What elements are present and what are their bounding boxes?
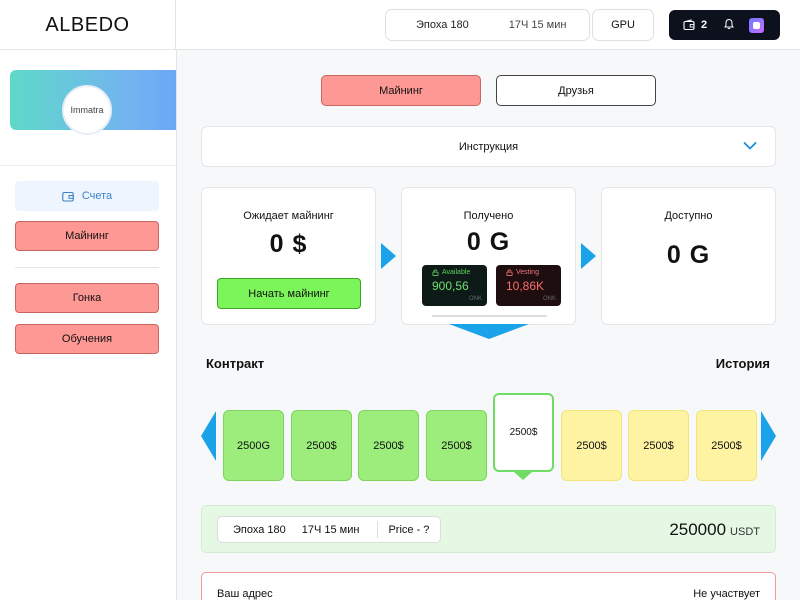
contract-card[interactable]: 2500$ — [291, 410, 352, 481]
sidebar-item-label: Майнинг — [65, 230, 109, 242]
card-value: 0 G — [466, 228, 511, 256]
sidebar-item-accounts[interactable]: Счета — [15, 181, 159, 211]
sidebar-divider — [0, 165, 176, 166]
card-title: Доступно — [664, 210, 713, 222]
arrow-right-icon — [381, 243, 396, 269]
pool-amount: 250000 USDT — [669, 520, 760, 540]
history-link[interactable]: История — [715, 356, 770, 371]
arrow-right-icon — [581, 243, 596, 269]
address-label: Ваш адрес — [217, 588, 273, 600]
vesting-balance: Vesting 10,86K ONK — [496, 265, 561, 306]
avatar-name: Immatra — [70, 105, 104, 115]
arrow-down-icon — [449, 324, 529, 339]
app-logo[interactable]: ALBEDO — [0, 0, 176, 50]
bell-icon — [724, 18, 735, 29]
card-title: Ожидает майнинг — [243, 210, 334, 222]
awaiting-mining-card: Ожидает майнинг 0 $ Начать майнинг — [201, 187, 376, 325]
card-value: 0 G — [666, 241, 711, 269]
epoch-label: Эпоха 180 — [233, 523, 286, 536]
selection-pointer — [514, 472, 532, 480]
contract-card[interactable]: 2500G — [223, 410, 284, 481]
sidebar-item-race[interactable]: Гонка — [15, 283, 159, 313]
account-toolbar: 2 — [669, 10, 780, 40]
contract-card[interactable]: 2500$ — [628, 410, 689, 481]
top-header: ALBEDO Эпоха 180 17Ч 15 мин GPU 2 — [0, 0, 800, 50]
carousel-prev-button[interactable] — [201, 411, 216, 461]
divider — [377, 521, 379, 538]
wallet-count: 2 — [701, 19, 708, 31]
participation-status: Не участвует — [693, 588, 760, 600]
start-mining-button[interactable]: Начать майнинг — [217, 278, 361, 309]
received-card: Получено 0 G Available 900,56 ONK — [401, 187, 576, 325]
app-icon[interactable] — [749, 17, 765, 33]
available-balance: Available 900,56 ONK — [422, 265, 487, 306]
sidebar-item-label: Гонка — [72, 292, 102, 304]
sidebar-item-mining[interactable]: Майнинг — [15, 221, 159, 251]
sidebar: Immatra Счета Майнинг Гонка Обучения — [0, 50, 176, 600]
vesting-unit: ONK — [542, 296, 556, 302]
gpu-button[interactable]: GPU — [592, 9, 654, 41]
vesting-label: Vesting — [516, 269, 539, 276]
available-value: 900,56 — [432, 279, 469, 293]
contract-card-selected[interactable]: 2500$ — [493, 393, 554, 472]
lock-icon — [506, 269, 513, 276]
epoch-label: Эпоха 180 — [416, 19, 469, 31]
sidebar-item-label: Обучения — [61, 333, 113, 345]
card-value: 0 $ — [269, 230, 308, 258]
epoch-panel: Эпоха 180 17Ч 15 мин Price - ? 250000 USD… — [201, 505, 776, 553]
sidebar-separator — [15, 267, 159, 268]
instruction-label: Инструкция — [458, 140, 519, 153]
epoch-time: 17Ч 15 мин — [508, 19, 567, 31]
avatar[interactable]: Immatra — [62, 85, 112, 135]
wallet-button[interactable]: 2 — [683, 19, 707, 31]
tab-mining[interactable]: Майнинг — [321, 75, 481, 106]
epoch-info: Эпоха 180 17Ч 15 мин Price - ? — [217, 516, 441, 543]
contract-card[interactable]: 2500$ — [426, 410, 487, 481]
contract-card[interactable]: 2500$ — [561, 410, 622, 481]
wallet-icon — [62, 191, 74, 202]
card-title: Получено — [463, 210, 514, 222]
epoch-indicator[interactable]: Эпоха 180 17Ч 15 мин — [385, 9, 590, 41]
main-content: Майнинг Друзья Инструкция Ожидает майнин… — [176, 50, 800, 600]
amount-currency: USDT — [730, 526, 760, 538]
instruction-accordion[interactable]: Инструкция — [201, 126, 776, 167]
carousel-next-button[interactable] — [761, 411, 776, 461]
available-label: Available — [442, 269, 471, 276]
card-scrollbar[interactable] — [432, 315, 547, 317]
wallet-icon — [683, 19, 695, 31]
tab-friends[interactable]: Друзья — [496, 75, 656, 106]
lock-icon — [432, 269, 439, 276]
contract-card[interactable]: 2500$ — [696, 410, 757, 481]
available-unit: ONK — [468, 296, 482, 302]
epoch-time: 17Ч 15 мин — [301, 523, 360, 536]
notifications-button[interactable] — [723, 18, 735, 33]
sidebar-item-training[interactable]: Обучения — [15, 324, 159, 354]
vesting-value: 10,86K — [506, 279, 545, 293]
address-panel: Ваш адрес Не участвует — [201, 572, 776, 600]
available-card: Доступно 0 G — [601, 187, 776, 325]
chevron-down-icon — [743, 142, 757, 150]
contract-card[interactable]: 2500$ — [358, 410, 419, 481]
contract-title: Контракт — [206, 356, 265, 371]
sidebar-item-label: Счета — [81, 190, 113, 202]
price-label: Price - ? — [388, 523, 430, 536]
amount-value: 250000 — [669, 520, 727, 539]
